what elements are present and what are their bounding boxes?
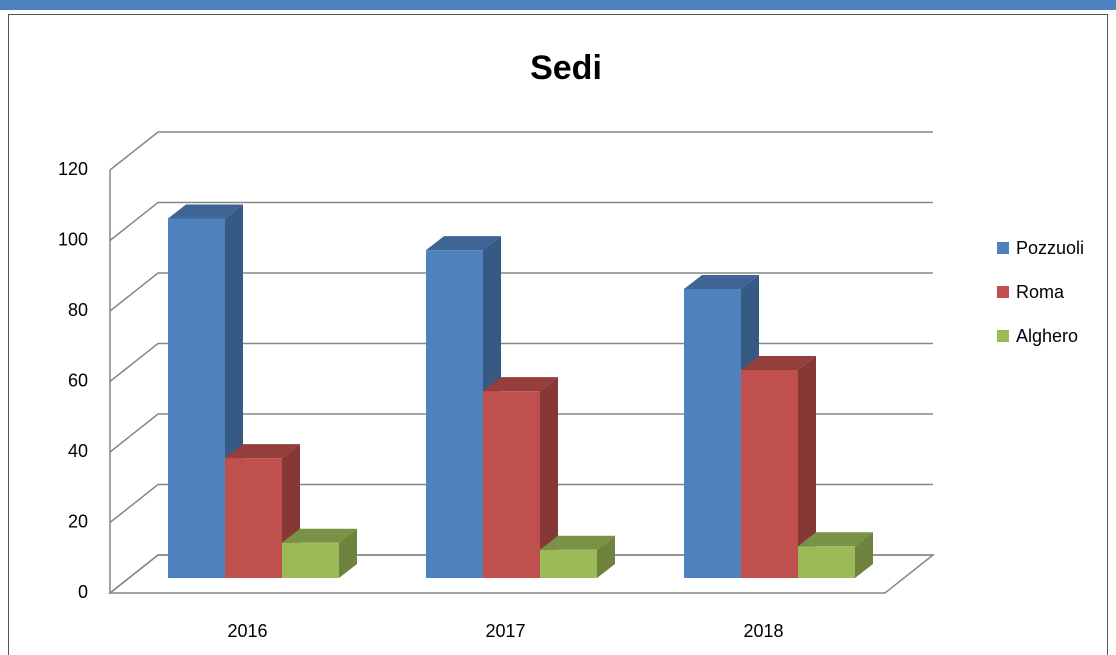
y-tick-label: 0 [78,582,88,602]
y-tick-label: 100 [58,229,88,249]
bar-top [741,356,816,371]
bar-side [597,535,615,578]
grid-line [109,131,933,171]
grid-line [109,201,933,242]
bar-front [282,542,339,578]
bar-side [540,377,558,578]
grid-line [109,413,933,453]
bar-side [339,528,357,578]
top-band [0,0,1116,10]
bar-top [684,274,759,289]
x-tick-label: 2017 [485,621,525,641]
bar-top [168,204,243,219]
bar [282,528,357,578]
y-tick-label: 80 [68,300,88,320]
y-tick-label: 20 [68,511,88,531]
y-tick-label: 40 [68,441,88,461]
grid-line [109,272,933,312]
x-tick-label: 2018 [743,621,783,641]
bar [540,535,615,578]
bar-front [426,250,483,579]
bar [798,532,873,578]
bar-front [168,218,225,578]
grid-line [109,483,933,524]
bar-side [798,356,816,578]
legend-swatch [997,242,1009,254]
legend-label: Pozzuoli [1016,238,1084,258]
y-tick-label: 60 [68,370,88,390]
legend-label: Roma [1016,282,1065,302]
bar-top [540,535,615,550]
bar-front [741,370,798,578]
bar-front [684,288,741,578]
bar-top [225,444,300,459]
bar-front [225,458,282,578]
legend-label: Alghero [1016,326,1078,346]
bar-top [798,532,873,547]
y-tick-label: 120 [58,159,88,179]
bar-top [282,528,357,543]
bar-top [483,377,558,392]
bar-front [540,549,597,578]
legend-swatch [997,286,1009,298]
bar-front [483,391,540,578]
chart-title: Sedi [530,49,602,87]
grid-line [109,342,933,383]
x-tick-label: 2016 [227,621,267,641]
bar [483,377,558,578]
bar [741,356,816,578]
bar-top [426,236,501,251]
legend-swatch [997,330,1009,342]
bar-side [855,532,873,578]
bar-front [798,546,855,578]
grid-line [109,554,933,594]
